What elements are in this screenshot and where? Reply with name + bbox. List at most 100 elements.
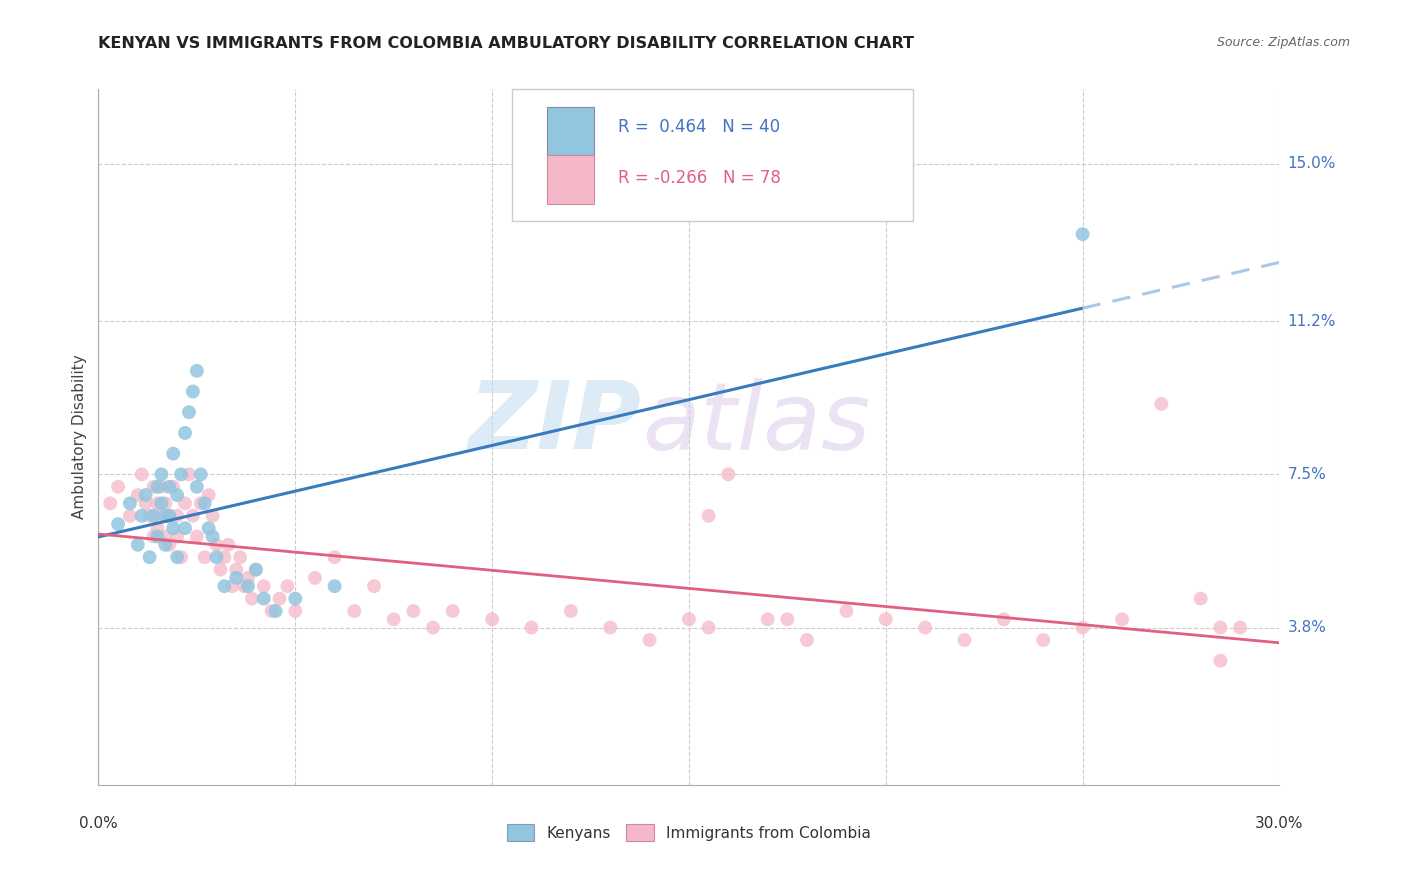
Point — [402, 604, 425, 618]
Text: R = -0.266   N = 78: R = -0.266 N = 78 — [619, 169, 780, 186]
Point — [170, 467, 193, 482]
Point — [162, 521, 184, 535]
Point — [245, 563, 267, 577]
Point — [150, 467, 173, 482]
Point — [1229, 621, 1251, 635]
Point — [1189, 591, 1212, 606]
Point — [796, 633, 818, 648]
Point — [1209, 654, 1232, 668]
Point — [177, 467, 200, 482]
Text: 15.0%: 15.0% — [1288, 156, 1336, 171]
Text: 11.2%: 11.2% — [1288, 314, 1336, 328]
Point — [197, 488, 219, 502]
Point — [236, 579, 259, 593]
Text: ZIP: ZIP — [468, 377, 641, 469]
Point — [135, 496, 157, 510]
Point — [1071, 227, 1094, 241]
Point — [118, 496, 141, 510]
Point — [194, 496, 217, 510]
Point — [253, 579, 276, 593]
Point — [1209, 621, 1232, 635]
Point — [214, 579, 236, 593]
Point — [236, 571, 259, 585]
Point — [155, 538, 177, 552]
Point — [697, 508, 720, 523]
Point — [107, 480, 129, 494]
Point — [162, 480, 184, 494]
Point — [209, 563, 232, 577]
Point — [875, 612, 897, 626]
Point — [146, 480, 169, 494]
Point — [162, 447, 184, 461]
Point — [150, 508, 173, 523]
Point — [638, 633, 661, 648]
Y-axis label: Ambulatory Disability: Ambulatory Disability — [72, 355, 87, 519]
Point — [181, 508, 204, 523]
Point — [138, 550, 160, 565]
Point — [217, 538, 239, 552]
Point — [166, 529, 188, 543]
Point — [146, 529, 169, 543]
Point — [155, 508, 177, 523]
Point — [142, 529, 165, 543]
Point — [131, 467, 153, 482]
Point — [304, 571, 326, 585]
Point — [240, 591, 263, 606]
Point — [678, 612, 700, 626]
Point — [142, 508, 165, 523]
Point — [214, 550, 236, 565]
Point — [1111, 612, 1133, 626]
Point — [225, 563, 247, 577]
Point — [174, 496, 197, 510]
Point — [253, 591, 276, 606]
Point — [186, 529, 208, 543]
Point — [190, 467, 212, 482]
Point — [157, 508, 180, 523]
Point — [481, 612, 503, 626]
Bar — [547, 155, 595, 204]
Point — [245, 563, 267, 577]
Point — [98, 496, 121, 510]
Point — [520, 621, 543, 635]
Point — [560, 604, 582, 618]
Point — [131, 508, 153, 523]
Text: R =  0.464   N = 40: R = 0.464 N = 40 — [619, 119, 780, 136]
Point — [205, 550, 228, 565]
Point — [323, 579, 346, 593]
Point — [138, 508, 160, 523]
Point — [343, 604, 366, 618]
Point — [166, 550, 188, 565]
Point — [284, 604, 307, 618]
Point — [170, 550, 193, 565]
Point — [1071, 621, 1094, 635]
Point — [284, 591, 307, 606]
Point — [146, 521, 169, 535]
Point — [155, 529, 177, 543]
Point — [599, 621, 621, 635]
Point — [186, 364, 208, 378]
Point — [127, 538, 149, 552]
Point — [181, 384, 204, 399]
Point — [127, 488, 149, 502]
Point — [697, 621, 720, 635]
Legend: Kenyans, Immigrants from Colombia: Kenyans, Immigrants from Colombia — [501, 818, 877, 847]
Text: 3.8%: 3.8% — [1288, 620, 1327, 635]
Point — [756, 612, 779, 626]
Point — [382, 612, 405, 626]
Point — [197, 521, 219, 535]
Point — [150, 496, 173, 510]
Point — [166, 508, 188, 523]
Point — [146, 496, 169, 510]
Point — [269, 591, 291, 606]
Point — [229, 550, 252, 565]
Point — [118, 508, 141, 523]
Point — [264, 604, 287, 618]
Point — [233, 579, 256, 593]
Point — [155, 496, 177, 510]
Point — [190, 496, 212, 510]
Point — [186, 480, 208, 494]
Point — [323, 550, 346, 565]
Point — [157, 480, 180, 494]
Point — [260, 604, 283, 618]
Point — [177, 405, 200, 419]
